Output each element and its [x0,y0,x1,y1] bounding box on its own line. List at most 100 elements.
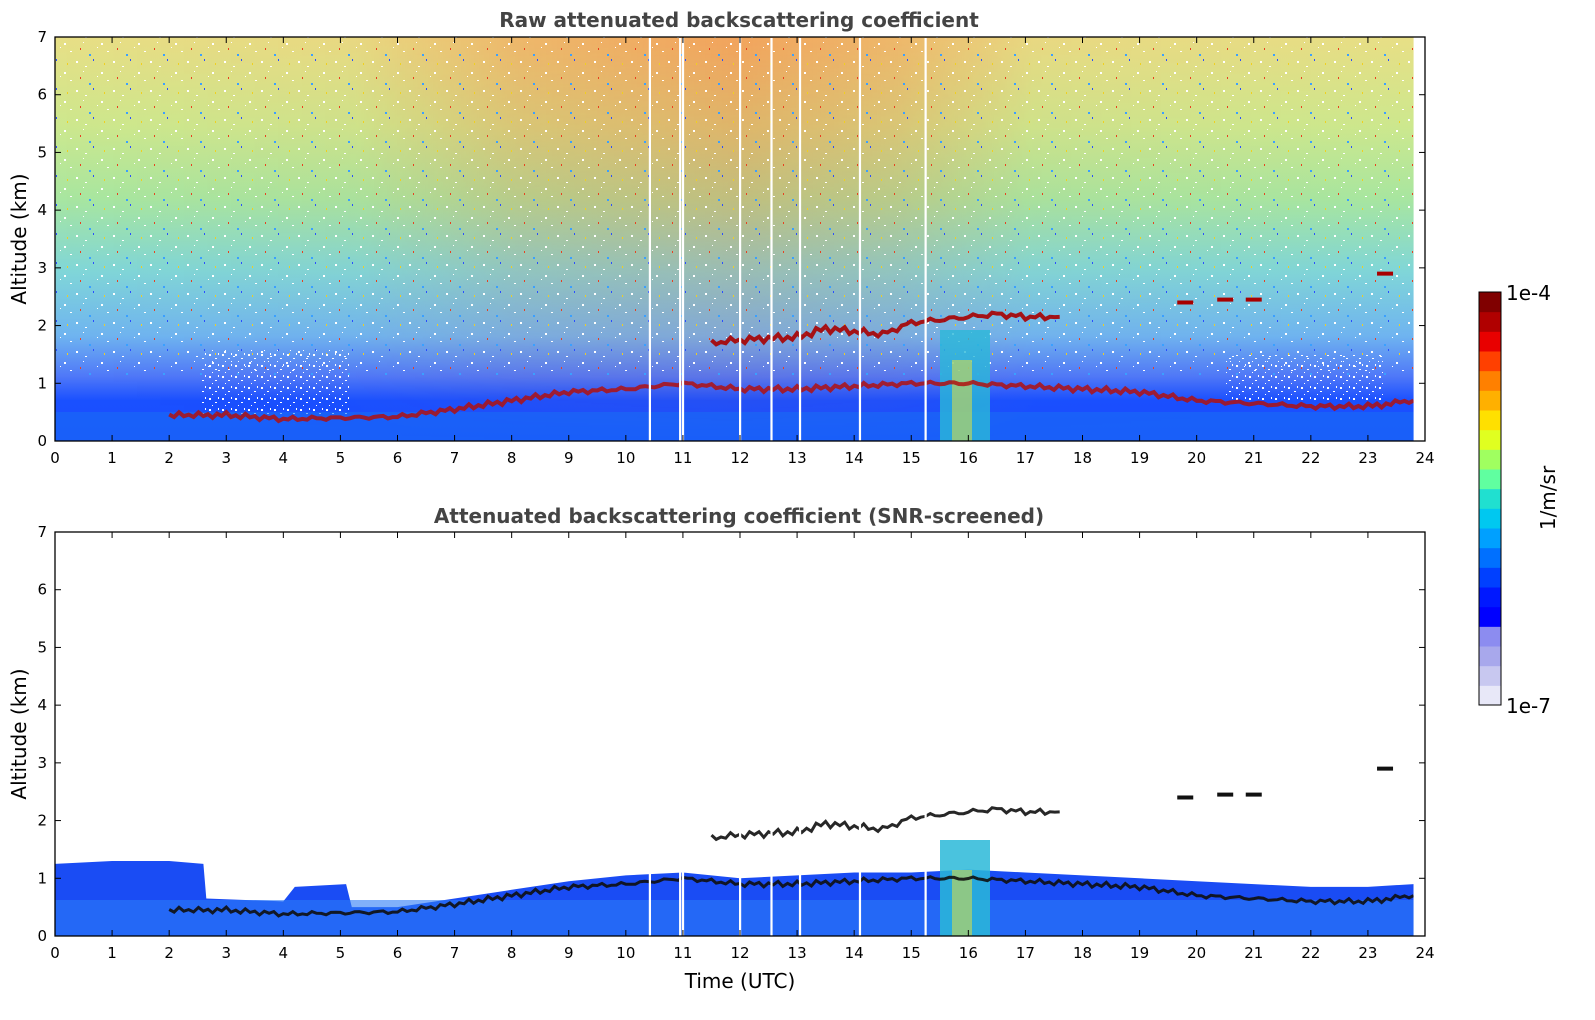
screened-x-tick-label: 5 [336,944,346,962]
screened-y-tick-label: 0 [37,927,47,945]
raw-x-tick-label: 1 [107,449,117,467]
screened-y-tick-label: 4 [37,696,47,714]
screened-x-tick-label: 13 [788,944,807,962]
screened-x-tick-label: 6 [393,944,403,962]
screened-x-tick-label: 16 [959,944,978,962]
screened-boundary-layer-line [168,875,1415,918]
raw-gap [679,38,682,441]
raw-x-tick-label: 11 [673,449,692,467]
raw-gap [770,38,773,441]
screened-x-tick-label: 21 [1244,944,1263,962]
screened-high-cloud [1377,766,1394,771]
raw-y-tick-label: 0 [37,432,47,450]
raw-heatmap [55,37,1415,441]
raw-x-tick-label: 5 [336,449,346,467]
screened-no-data-region [1413,532,1425,936]
raw-y-axis: 0 1 2 3 4 5 6 7 [37,28,1425,450]
screened-gap [679,533,682,936]
screened-x-axis: 0 1 2 3 4 5 6 7 8 9 10 11 12 13 14 15 16 17 18 19 20 21 22 23 24 [50,532,1435,962]
raw-y-axis-label: Altitude (km) [7,173,31,304]
colorbar-band [1479,469,1501,490]
raw-gap [681,38,685,441]
screened-heatmap [55,840,1415,936]
screened-y-tick-label: 5 [37,638,47,656]
colorbar-band [1479,410,1501,431]
screened-elevated-layer-line [710,806,1060,842]
raw-x-tick-label: 2 [164,449,174,467]
screened-y-axis-label: Altitude (km) [7,668,31,799]
raw-x-tick-label: 9 [564,449,574,467]
colorbar-band [1479,449,1501,470]
colorbar-band [1479,488,1501,509]
raw-x-tick-label: 0 [50,449,60,467]
raw-y-tick-label: 3 [37,259,47,277]
screened-x-tick-label: 12 [730,944,749,962]
screened-gap [798,533,802,936]
screened-x-tick-label: 10 [616,944,635,962]
screened-gap [858,533,862,936]
raw-x-tick-label: 17 [1016,449,1035,467]
screened-x-tick-label: 15 [902,944,921,962]
screened-gap [681,533,685,936]
screened-high-cloud [1217,792,1234,797]
screened-x-tick-label: 24 [1415,944,1434,962]
colorbar-band [1479,331,1501,352]
raw-x-tick-label: 23 [1358,449,1377,467]
screened-x-tick-label: 22 [1301,944,1320,962]
screened-x-tick-label: 9 [564,944,574,962]
colorbar-band [1479,429,1501,450]
raw-x-tick-label: 20 [1187,449,1206,467]
raw-gap [739,38,742,441]
raw-y-tick-label: 7 [37,28,47,46]
raw-x-axis: 0 1 2 3 4 5 6 7 8 9 10 11 12 13 14 15 16 17 18 19 20 21 22 23 24 [50,37,1435,467]
raw-no-data-region [1413,37,1425,441]
raw-y-tick-label: 6 [37,86,47,104]
screened-gap [739,533,742,936]
raw-x-tick-label: 13 [788,449,807,467]
raw-gap [858,38,862,441]
raw-x-tick-label: 18 [1073,449,1092,467]
screened-x-tick-label: 4 [279,944,289,962]
colorbar-band [1479,351,1501,372]
screened-gap [770,533,773,936]
screened-gap [924,533,927,936]
raw-gap [648,38,652,441]
colorbar-min-label: 1e-7 [1506,694,1551,718]
raw-high-cloud [1245,297,1262,302]
screened-data-gaps [648,532,1425,936]
raw-x-tick-label: 6 [393,449,403,467]
screened-x-tick-label: 3 [221,944,231,962]
raw-y-tick-label: 4 [37,201,47,219]
colorbar-max-label: 1e-4 [1506,281,1551,305]
raw-x-tick-label: 22 [1301,449,1320,467]
colorbar-band [1479,567,1501,588]
screened-x-tick-label: 8 [507,944,517,962]
screened-y-axis: 0 1 2 3 4 5 6 7 [37,523,1425,945]
colorbar-band [1479,606,1501,627]
raw-x-tick-label: 14 [845,449,864,467]
colorbar-band [1479,528,1501,549]
screened-x-tick-label: 0 [50,944,60,962]
screened-y-tick-label: 7 [37,523,47,541]
screened-y-tick-label: 1 [37,869,47,887]
raw-gap [798,38,802,441]
raw-high-cloud [1377,271,1394,276]
screened-x-tick-label: 1 [107,944,117,962]
colorbar-band [1479,685,1501,706]
colorbar-bands [1479,292,1501,706]
screened-x-tick-label: 20 [1187,944,1206,962]
raw-elevated-layer-line [710,310,1060,347]
raw-x-tick-label: 4 [279,449,289,467]
screened-high-cloud [1177,795,1194,800]
screened-x-tick-label: 19 [1130,944,1149,962]
screened-panel-title: Attenuated backscattering coefficient (S… [434,504,1044,528]
screened-x-tick-label: 2 [164,944,174,962]
screened-x-tick-label: 18 [1073,944,1092,962]
colorbar: 1e-4 1e-7 1/m/sr [1478,281,1560,718]
raw-y-tick-label: 2 [37,317,47,335]
screened-x-tick-label: 7 [450,944,460,962]
colorbar-band [1479,646,1501,667]
screened-high-cloud-marks [1177,766,1394,800]
screened-y-tick-label: 3 [37,754,47,772]
raw-x-tick-label: 3 [221,449,231,467]
